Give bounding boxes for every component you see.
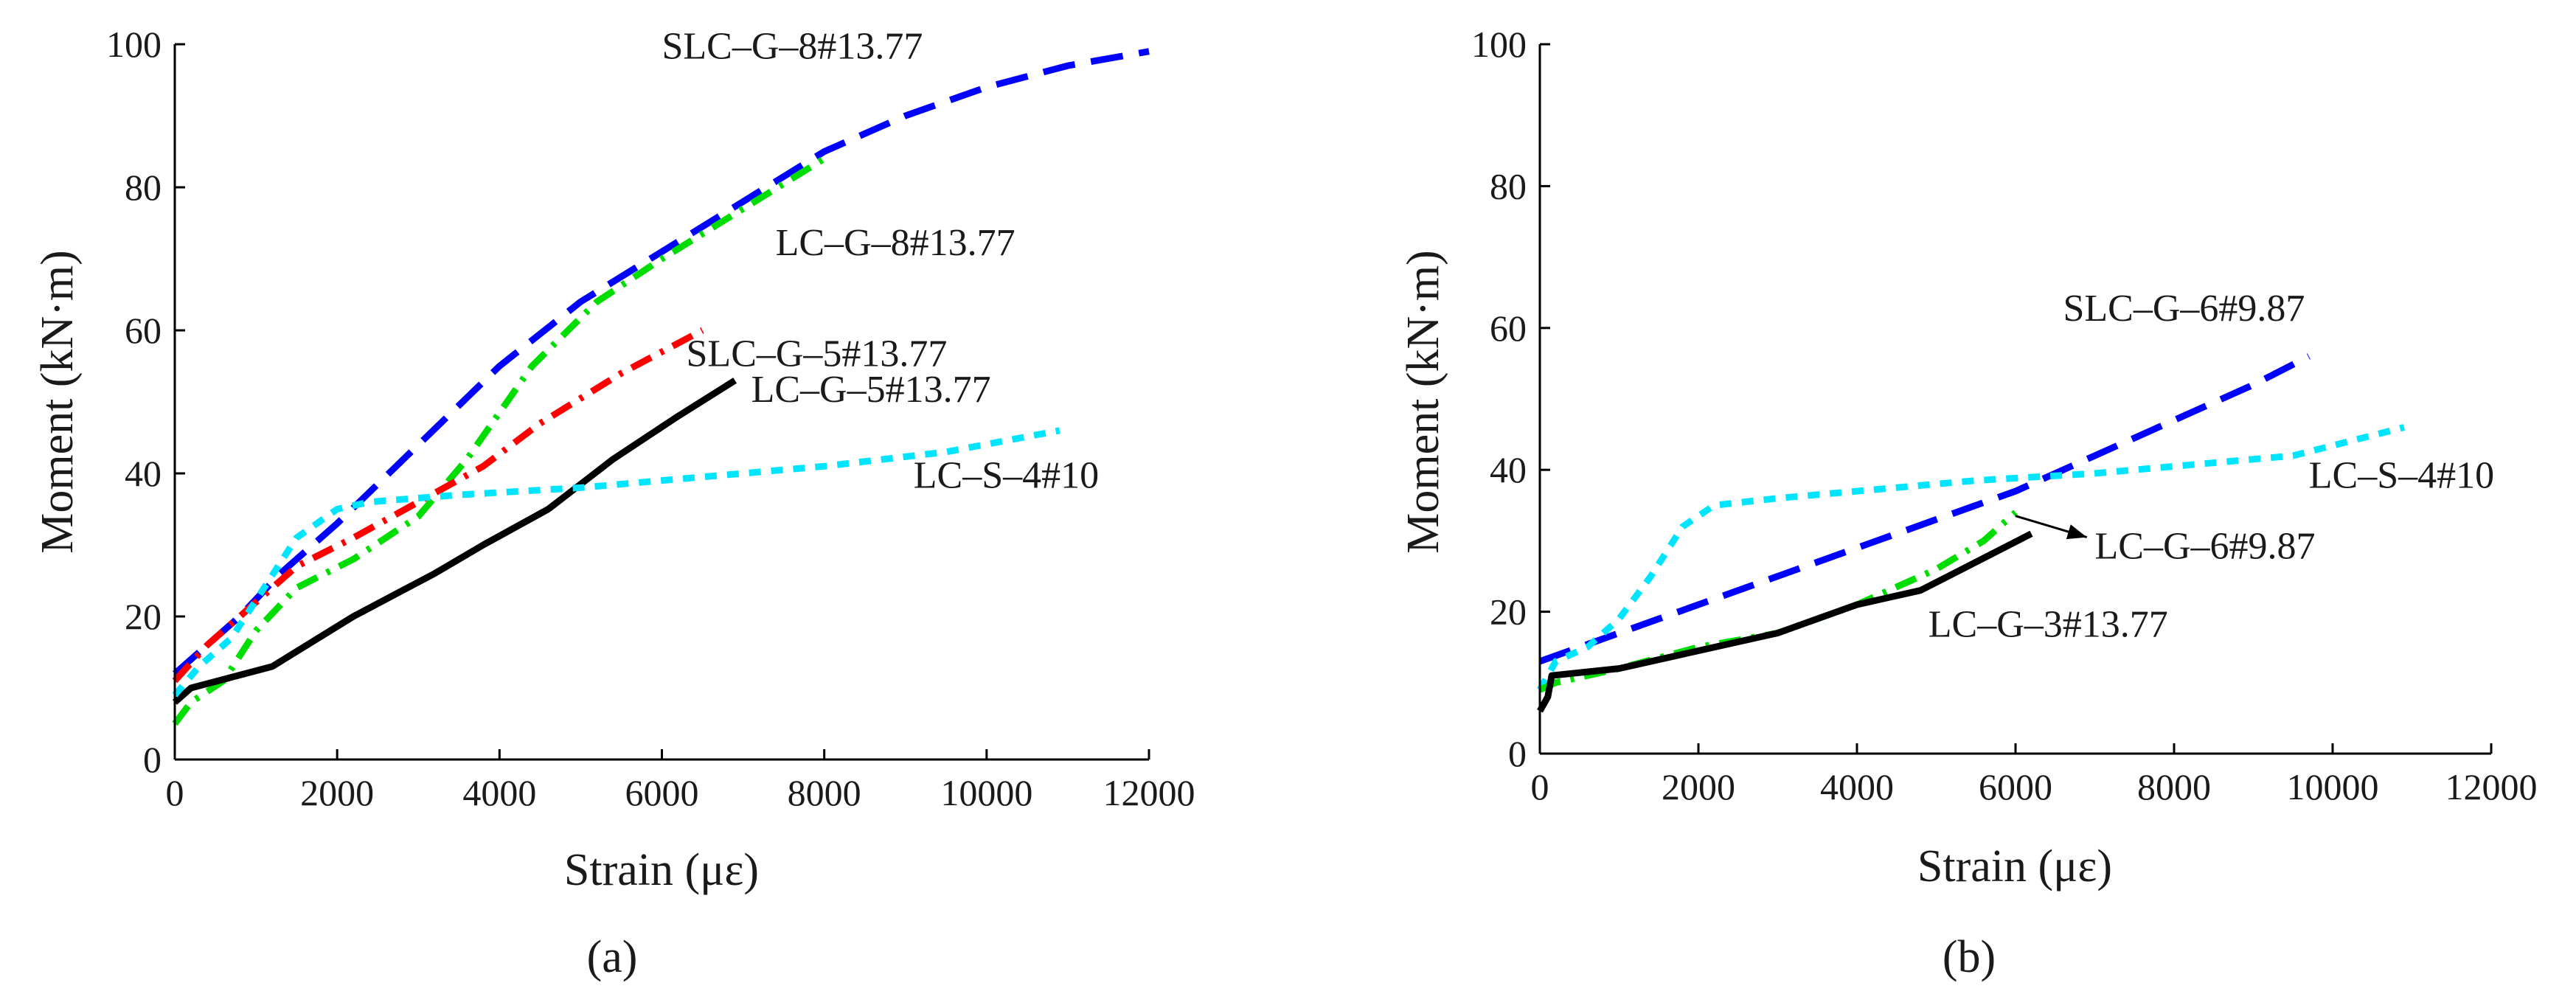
- panel-b-annotation-lc-s-4-10: LC–S–4#10: [2309, 454, 2494, 496]
- panel-a-series-lc-s-4-10: [172, 427, 1060, 698]
- panel-b-x-tick-label: 10000: [2287, 766, 2379, 807]
- panel-a-y-tick-label: 60: [125, 310, 162, 351]
- panel-b-series-lc-s-4-10: [1537, 424, 2405, 692]
- panel-b-y-tick-label: 20: [1490, 591, 1527, 633]
- panel-a-series-slc-g-8-13-77: [173, 48, 1150, 676]
- panel-b: 0 2000 4000 6000 8000 10000 12000020406080100 …: [1398, 24, 2538, 982]
- panel-a-annotation-lc-s-4-10: LC–S–4#10: [914, 454, 1099, 496]
- panel-a-series-slc-g-5-13-77: [172, 327, 704, 684]
- panel-a-annotations: SLC–G–8#13.77LC–G–8#13.77SLC–G–5#13.77LC…: [662, 25, 1100, 496]
- panel-b-series-lc-g-3-13-77: [1537, 530, 2033, 713]
- panel-b-x-tick-label: 12000: [2445, 766, 2538, 807]
- panel-b-x-tick-label: 0: [1531, 766, 1549, 807]
- panel-a-y-tick-label: 20: [125, 596, 162, 637]
- panel-a-y-label: Moment (kN·m): [32, 250, 83, 554]
- panel-a-ticks: 0 2000 4000 6000 8000 10000 12000 0 20 40 60 80 100: [106, 24, 1195, 813]
- panel-b-y-tick-label: 60: [1490, 307, 1527, 349]
- panel-a-x-tick-label: 10000: [940, 772, 1032, 813]
- panel-a: 0 2000 4000 6000 8000 10000 12000020406080100 …: [32, 24, 1195, 982]
- panel-b-annotations: SLC–G–6#9.87 LC–S–4#10 LC–G–6#9.87 LC–G–3#1…: [1928, 288, 2494, 645]
- panel-b-annotation-lc-g-6-9-87: LC–G–6#9.87: [2095, 525, 2316, 567]
- panel-b-x-label: Strain (με): [1917, 841, 2112, 891]
- panel-a-x-tick-label: 6000: [625, 772, 699, 813]
- panel-b-y-label: Moment (kN·m): [1398, 250, 1448, 554]
- panel-b-x-tick-label: 4000: [1820, 766, 1894, 807]
- panel-b-x-tick-label: 2000: [1662, 766, 1735, 807]
- panel-a-annotation-lc-g-5-13-77: LC–G–5#13.77: [751, 369, 991, 411]
- panel-b-series: [1537, 353, 2405, 713]
- panel-a-annotation-slc-g-8-13-77: SLC–G–8#13.77: [662, 25, 923, 67]
- panel-a-x-label: Strain (με): [564, 845, 759, 895]
- panel-b-x-tick-label: 8000: [2137, 766, 2211, 807]
- panel-a-series-lc-g-8-13-77: [172, 156, 827, 726]
- panel-a-annotation-lc-g-8-13-77: LC–G–8#13.77: [776, 222, 1016, 264]
- panel-b-y-tick-label: 100: [1471, 24, 1527, 65]
- panel-b-y-tick-label: 80: [1490, 165, 1527, 206]
- panel-a-x-tick-label: 12000: [1103, 772, 1195, 813]
- panel-b-annotation-lc-g-3-13-77: LC–G–3#13.77: [1928, 603, 2168, 645]
- panel-b-ticks: 0 2000 4000 6000 8000 10000 12000 0 20 40 60 80 100: [1471, 24, 2538, 807]
- panel-a-series: [172, 48, 1150, 726]
- panel-a-y-tick-label: 0: [143, 739, 162, 780]
- panel-a-series-lc-g-5-13-77: [173, 378, 737, 705]
- panel-b-annotation-slc-g-6-9-87: SLC–G–6#9.87: [2063, 288, 2305, 330]
- panel-b-annotation-arrow-head: [2066, 524, 2087, 540]
- panel-b-series-slc-g-6-9-87: [1538, 353, 2311, 665]
- panel-a-label: (a): [587, 932, 638, 982]
- panel-b-y-tick-label: 40: [1490, 449, 1527, 490]
- panel-a-x-tick-label: 8000: [788, 772, 861, 813]
- panel-a-y-tick-label: 40: [125, 453, 162, 494]
- panel-a-y-tick-label: 100: [106, 24, 162, 65]
- panel-a-x-tick-label: 2000: [300, 772, 374, 813]
- panel-a-y-tick-label: 80: [125, 167, 162, 208]
- panel-a-x-tick-label: 0: [166, 772, 184, 813]
- panel-b-x-tick-label: 6000: [1979, 766, 2052, 807]
- panel-b-y-tick-label: 0: [1508, 733, 1527, 774]
- panel-a-x-tick-label: 4000: [462, 772, 536, 813]
- panel-b-series-lc-g-6-9-87: [1538, 510, 2018, 693]
- panel-b-label: (b): [1943, 932, 1996, 982]
- panel-a-annotation-slc-g-5-13-77: SLC–G–5#13.77: [687, 333, 948, 375]
